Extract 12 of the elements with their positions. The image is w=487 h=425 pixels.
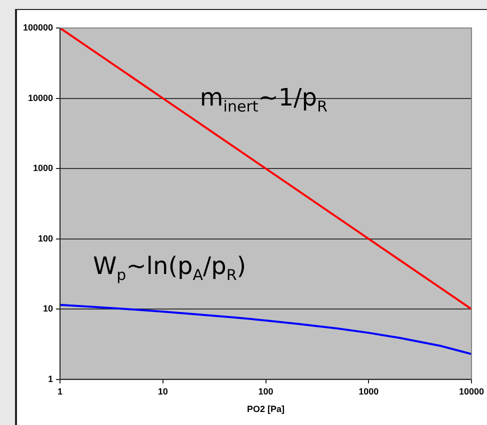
x-axis-title: PO2 [Pa] <box>247 404 285 414</box>
x-tick-label: 100 <box>258 386 274 396</box>
y-tick-label: 10 <box>43 304 54 314</box>
y-tick-label: 1000 <box>33 163 54 174</box>
y-tick-label: 10000 <box>28 92 54 103</box>
x-tick-label: 10000 <box>458 386 484 396</box>
x-tick-label: 10 <box>158 386 168 396</box>
x-tick-label: 1 <box>58 386 63 396</box>
y-tick-label: 100 <box>38 233 54 244</box>
x-tick-label: 1000 <box>358 386 379 396</box>
y-tick-label: 1 <box>48 374 54 384</box>
y-tick-label: 100000 <box>22 22 54 32</box>
